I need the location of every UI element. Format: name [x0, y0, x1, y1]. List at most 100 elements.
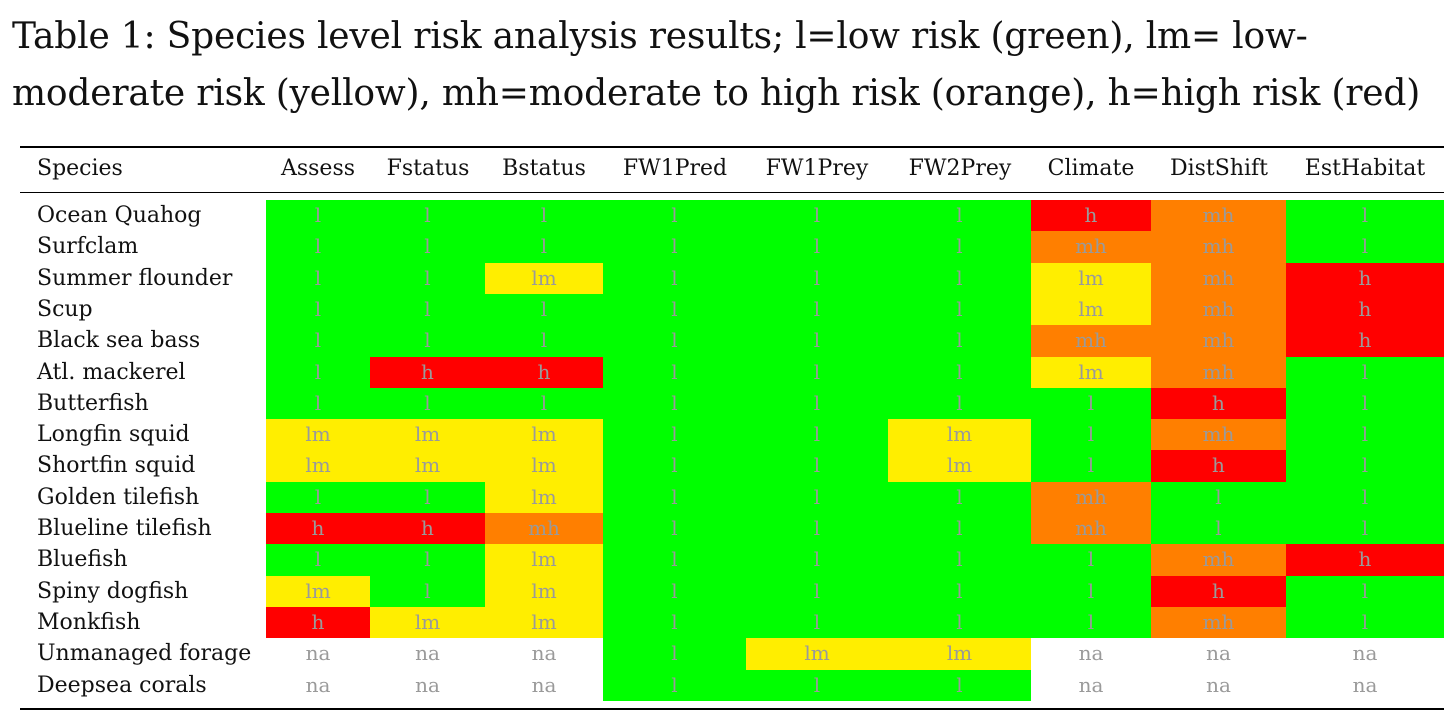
risk-cell: l: [485, 231, 603, 263]
risk-cell: l: [888, 325, 1031, 357]
risk-cell: l: [266, 200, 370, 232]
column-header-assess: Assess: [280, 156, 356, 181]
species-label: Ocean Quahog: [37, 203, 202, 228]
risk-cell: mh: [1031, 231, 1151, 263]
risk-cell: l: [1031, 419, 1151, 451]
risk-cell: h: [266, 513, 370, 545]
risk-cell: h: [1151, 387, 1286, 420]
risk-cell: l: [370, 481, 485, 514]
risk-cell: l: [888, 231, 1031, 263]
risk-cell: l: [370, 293, 485, 326]
risk-cell: lm: [485, 262, 603, 294]
risk-cell: h: [1151, 575, 1286, 607]
risk-cell: lm: [266, 419, 370, 451]
risk-cell: mh: [1151, 606, 1286, 639]
risk-cell: l: [746, 356, 888, 388]
risk-cell: h: [1286, 325, 1444, 357]
risk-cell: l: [1286, 419, 1444, 451]
risk-cell: l: [266, 262, 370, 294]
species-label: Atl. mackerel: [37, 359, 186, 385]
risk-cell: h: [370, 356, 485, 388]
risk-cell: l: [603, 638, 746, 670]
risk-cell: na: [531, 641, 557, 666]
column-header-fw1prey: FW1Prey: [765, 156, 869, 181]
risk-cell: l: [888, 606, 1031, 639]
risk-cell: na: [1352, 641, 1378, 666]
risk-cell: l: [888, 387, 1031, 420]
risk-cell: l: [888, 544, 1031, 576]
risk-cell: l: [746, 200, 888, 232]
risk-cell: lm: [485, 481, 603, 514]
risk-cell: l: [746, 450, 888, 482]
risk-cell: na: [415, 641, 440, 666]
risk-cell: mh: [485, 513, 603, 545]
column-header-bstatus: Bstatus: [502, 156, 586, 181]
risk-cell: mh: [1151, 262, 1286, 294]
risk-cell: l: [888, 481, 1031, 514]
risk-cell: l: [485, 293, 603, 326]
risk-cell: l: [603, 262, 746, 294]
risk-cell: na: [1078, 672, 1104, 697]
risk-cell: l: [746, 231, 888, 263]
table-top-rule: [20, 146, 1444, 148]
column-header-species: Species: [37, 156, 123, 181]
risk-cell: l: [1031, 387, 1151, 420]
risk-cell: l: [485, 387, 603, 420]
risk-cell: l: [1286, 450, 1444, 482]
risk-cell: l: [888, 356, 1031, 388]
risk-cell: h: [1286, 262, 1444, 294]
table-caption: Table 1: Species level risk analysis res…: [12, 16, 1421, 114]
risk-cell: l: [603, 481, 746, 514]
risk-cell: h: [1286, 544, 1444, 576]
risk-cell: l: [1286, 606, 1444, 639]
risk-cell: l: [603, 356, 746, 388]
risk-cell: l: [1151, 513, 1286, 545]
risk-cell: mh: [1031, 513, 1151, 545]
risk-cell: h: [266, 606, 370, 639]
risk-cell: na: [1206, 641, 1231, 666]
species-label: Butterfish: [37, 390, 149, 416]
risk-cell: na: [1078, 641, 1104, 666]
risk-cell: l: [1286, 356, 1444, 388]
risk-cell: lm: [266, 450, 370, 482]
species-label: Bluefish: [37, 547, 128, 573]
risk-cell: l: [485, 200, 603, 232]
table-header-rule: [20, 192, 1444, 193]
risk-cell: l: [266, 293, 370, 326]
table-bottom-rule: [20, 708, 1444, 710]
risk-cell: mh: [1151, 231, 1286, 263]
species-label: Golden tilefish: [37, 484, 200, 510]
risk-cell: h: [1031, 200, 1151, 232]
risk-cell: h: [1286, 293, 1444, 326]
risk-cell: l: [888, 513, 1031, 545]
risk-cell: l: [266, 544, 370, 576]
risk-cell: na: [1352, 672, 1378, 697]
risk-cell: lm: [1031, 356, 1151, 388]
risk-cell: lm: [888, 450, 1031, 482]
species-label: Shortfin squid: [37, 453, 196, 479]
risk-cell: l: [1031, 450, 1151, 482]
risk-cell: l: [266, 325, 370, 357]
risk-cell: l: [266, 231, 370, 263]
risk-cell: l: [603, 231, 746, 263]
risk-cell: l: [370, 231, 485, 263]
risk-cell: l: [370, 575, 485, 607]
risk-cell: l: [603, 200, 746, 232]
risk-cell: l: [1151, 481, 1286, 514]
risk-cell: l: [746, 544, 888, 576]
risk-cell: lm: [485, 419, 603, 451]
risk-cell: l: [888, 575, 1031, 607]
column-header-fstatus: Fstatus: [386, 156, 470, 181]
risk-cell: l: [603, 293, 746, 326]
risk-cell: l: [888, 200, 1031, 232]
risk-cell: l: [603, 606, 746, 639]
risk-cell: lm: [485, 575, 603, 607]
risk-cell: lm: [888, 419, 1031, 451]
risk-cell: mh: [1151, 200, 1286, 232]
risk-cell: mh: [1151, 325, 1286, 357]
risk-cell: l: [1286, 231, 1444, 263]
risk-cell: l: [603, 575, 746, 607]
species-label: Summer flounder: [37, 265, 233, 291]
risk-cell: l: [1286, 575, 1444, 607]
risk-cell: l: [370, 325, 485, 357]
